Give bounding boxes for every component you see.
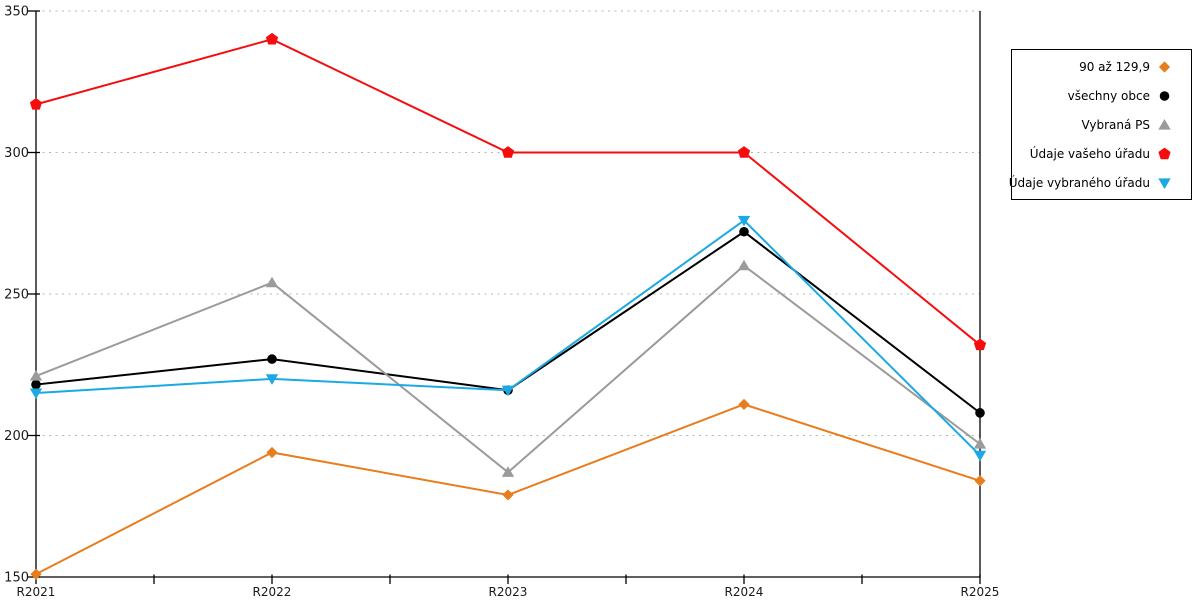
series-5 (29, 215, 987, 462)
series-3 (29, 259, 987, 477)
triangle-down-data-point-R2021 (29, 388, 43, 400)
diamond-data-point-R2022 (266, 446, 278, 459)
triangle-up-marker-icon (1158, 118, 1171, 130)
y-tick-label-200: 200 (4, 429, 29, 444)
circle-data-point-R2022 (267, 354, 277, 364)
diamond-data-point-R2023 (502, 489, 514, 501)
pentagon-glyph (1158, 147, 1171, 159)
x-tick-label-R2022: R2022 (253, 585, 292, 599)
diamond-data-point-R2021 (30, 568, 42, 580)
triangle-down-data-point-R2023 (501, 385, 515, 397)
triangle-up-data-point-R2023 (501, 466, 515, 477)
x-tick-label-R2024: R2024 (725, 585, 764, 599)
triangle-down-data-point-R2025 (973, 450, 987, 462)
pentagon-data-point-R2024 (737, 146, 751, 158)
x-tick-label-R2021: R2021 (17, 585, 56, 599)
series-line-1 (35, 403, 981, 576)
y-tick-label-250: 250 (4, 288, 29, 303)
legend-item-3: Vybraná PS (1018, 118, 1172, 132)
pentagon-data-point-R2025 (973, 338, 987, 351)
x-tick-label-R2023: R2023 (489, 585, 528, 599)
series-1 (30, 398, 986, 580)
triangle-down-glyph (1158, 177, 1171, 189)
legend-box: 90 až 129,9 všechny obce Vybraná PS Údaje v… (1009, 49, 1192, 200)
legend-label: Vybraná PS (1081, 117, 1150, 132)
y-tick-label-300: 300 (4, 146, 29, 161)
triangle-up-glyph (1158, 118, 1171, 130)
circle-glyph (1159, 90, 1170, 101)
y-tick-label-150: 150 (4, 571, 29, 586)
circle-data-point-R2021 (31, 379, 41, 390)
legend-item-2: všechny obce (1018, 89, 1172, 103)
legend-label: všechny obce (1067, 88, 1150, 103)
y-tick-label-350: 350 (4, 5, 29, 20)
triangle-up-data-point-R2024 (737, 259, 751, 271)
series-line-4 (35, 38, 981, 346)
circle-data-point-R2024 (739, 226, 749, 237)
circle-marker-icon (1159, 90, 1170, 101)
circle-data-point-R2025 (975, 408, 985, 418)
triangle-down-marker-icon (1158, 177, 1171, 189)
triangle-up-data-point-R2022 (265, 276, 279, 288)
series-4 (29, 32, 987, 351)
pentagon-data-point-R2022 (265, 32, 279, 45)
legend-item-4: Údaje vašeho úřadu (1018, 147, 1172, 161)
diamond-marker-icon (1158, 60, 1171, 73)
triangle-up-data-point-R2021 (29, 370, 43, 381)
legend-item-1: 90 až 129,9 (1018, 60, 1172, 74)
legend-label: 90 až 129,9 (1079, 59, 1150, 74)
legend-label: Údaje vašeho úřadu (1029, 146, 1150, 161)
triangle-down-data-point-R2022 (265, 374, 279, 385)
diamond-data-point-R2025 (974, 475, 986, 487)
triangle-down-data-point-R2024 (737, 215, 751, 227)
pentagon-marker-icon (1158, 147, 1171, 159)
x-tick-label-R2025: R2025 (961, 585, 1000, 599)
triangle-up-data-point-R2025 (973, 437, 987, 449)
legend-item-5: Údaje vybraného úřadu (1009, 176, 1172, 190)
pentagon-data-point-R2021 (29, 97, 43, 110)
diamond-glyph (1158, 60, 1171, 73)
pentagon-data-point-R2023 (501, 146, 515, 158)
diamond-data-point-R2024 (738, 398, 750, 410)
legend-label: Údaje vybraného úřadu (1008, 175, 1150, 190)
